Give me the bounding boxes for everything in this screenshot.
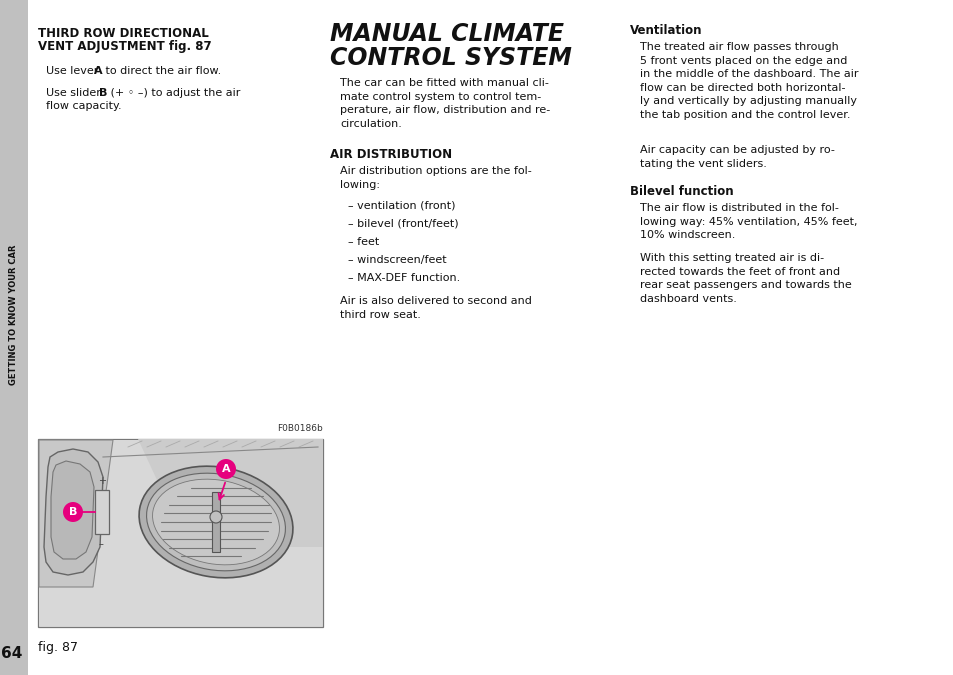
Text: The air flow is distributed in the fol-
lowing way: 45% ventilation, 45% feet,
1: The air flow is distributed in the fol- … <box>639 203 857 240</box>
Bar <box>212 492 220 552</box>
Text: +: + <box>98 476 106 486</box>
Ellipse shape <box>152 479 279 565</box>
Text: – windscreen/feet: – windscreen/feet <box>348 255 446 265</box>
Text: – MAX-DEF function.: – MAX-DEF function. <box>348 273 459 283</box>
Bar <box>0 0 28 675</box>
Polygon shape <box>39 440 112 587</box>
Text: fig. 87: fig. 87 <box>38 641 78 654</box>
Text: CONTROL SYSTEM: CONTROL SYSTEM <box>330 46 571 70</box>
Bar <box>38 439 323 627</box>
Circle shape <box>210 511 222 523</box>
Text: A: A <box>221 464 230 474</box>
Text: to direct the air flow.: to direct the air flow. <box>102 66 221 76</box>
Text: Air is also delivered to second and
third row seat.: Air is also delivered to second and thir… <box>339 296 532 319</box>
Text: VENT ADJUSTMENT fig. 87: VENT ADJUSTMENT fig. 87 <box>38 40 212 53</box>
Text: Bilevel function: Bilevel function <box>629 185 733 198</box>
Text: Use slider: Use slider <box>46 88 104 98</box>
Text: – ventilation (front): – ventilation (front) <box>348 201 455 211</box>
Text: The treated air flow passes through
5 front vents placed on the edge and
in the : The treated air flow passes through 5 fr… <box>639 42 858 120</box>
Text: –: – <box>99 539 104 549</box>
Polygon shape <box>51 461 94 559</box>
Text: The car can be fitted with manual cli-
mate control system to control tem-
perat: The car can be fitted with manual cli- m… <box>339 78 550 129</box>
Circle shape <box>215 459 235 479</box>
Ellipse shape <box>139 466 293 578</box>
Text: With this setting treated air is di-
rected towards the feet of front and
rear s: With this setting treated air is di- rec… <box>639 253 851 304</box>
Polygon shape <box>138 439 323 547</box>
Text: 64: 64 <box>1 645 23 661</box>
Text: F0B0186b: F0B0186b <box>277 424 323 433</box>
Text: – bilevel (front/feet): – bilevel (front/feet) <box>348 219 458 229</box>
Bar <box>39 440 322 626</box>
Text: flow capacity.: flow capacity. <box>46 101 121 111</box>
Text: – feet: – feet <box>348 237 379 247</box>
Text: GETTING TO KNOW YOUR CAR: GETTING TO KNOW YOUR CAR <box>10 245 18 385</box>
Text: MANUAL CLIMATE: MANUAL CLIMATE <box>330 22 563 46</box>
Text: AIR DISTRIBUTION: AIR DISTRIBUTION <box>330 148 452 161</box>
Bar <box>95 490 109 534</box>
Text: THIRD ROW DIRECTIONAL: THIRD ROW DIRECTIONAL <box>38 27 209 40</box>
Text: B: B <box>69 507 77 517</box>
Circle shape <box>63 502 83 522</box>
Text: Ventilation: Ventilation <box>629 24 701 37</box>
Text: A: A <box>94 66 103 76</box>
Ellipse shape <box>147 473 285 571</box>
Text: B: B <box>99 88 108 98</box>
Text: Air distribution options are the fol-
lowing:: Air distribution options are the fol- lo… <box>339 166 531 190</box>
Text: Air capacity can be adjusted by ro-
tating the vent sliders.: Air capacity can be adjusted by ro- tati… <box>639 145 834 169</box>
Polygon shape <box>44 449 103 575</box>
Text: (+ ◦ –) to adjust the air: (+ ◦ –) to adjust the air <box>107 88 240 98</box>
Text: Use lever: Use lever <box>46 66 102 76</box>
